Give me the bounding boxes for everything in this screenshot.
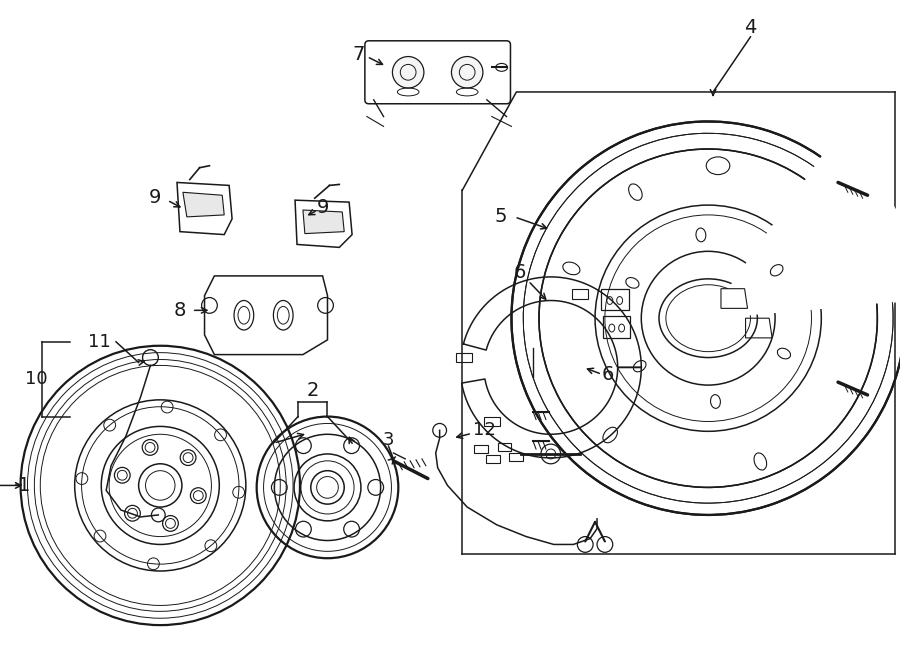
Bar xyxy=(486,455,500,463)
Text: 4: 4 xyxy=(744,18,757,36)
Circle shape xyxy=(128,508,138,518)
Circle shape xyxy=(392,57,424,88)
Polygon shape xyxy=(177,182,232,235)
Text: 2: 2 xyxy=(307,381,319,399)
Text: 3: 3 xyxy=(382,431,394,449)
Circle shape xyxy=(117,471,127,480)
Circle shape xyxy=(184,453,193,463)
Polygon shape xyxy=(183,192,224,217)
Text: 11: 11 xyxy=(88,332,112,351)
Polygon shape xyxy=(295,200,352,247)
Bar xyxy=(474,445,488,453)
Text: 7: 7 xyxy=(353,45,365,64)
Bar xyxy=(498,443,511,451)
Circle shape xyxy=(194,490,203,500)
FancyBboxPatch shape xyxy=(364,41,510,104)
Text: 9: 9 xyxy=(317,198,329,217)
Circle shape xyxy=(145,442,155,452)
Circle shape xyxy=(452,57,483,88)
Text: 10: 10 xyxy=(25,370,48,388)
Text: 6: 6 xyxy=(514,264,526,282)
Text: 8: 8 xyxy=(174,301,186,320)
Text: 1: 1 xyxy=(18,476,31,495)
Polygon shape xyxy=(303,210,344,233)
Circle shape xyxy=(166,518,176,528)
Bar xyxy=(572,289,589,299)
Text: 12: 12 xyxy=(473,421,496,440)
Text: 9: 9 xyxy=(149,188,161,207)
Text: 6: 6 xyxy=(602,365,615,384)
Wedge shape xyxy=(708,141,900,318)
Polygon shape xyxy=(204,276,328,354)
Text: 5: 5 xyxy=(494,208,507,226)
Bar xyxy=(456,352,472,362)
Bar xyxy=(509,453,523,461)
Bar xyxy=(484,416,500,426)
